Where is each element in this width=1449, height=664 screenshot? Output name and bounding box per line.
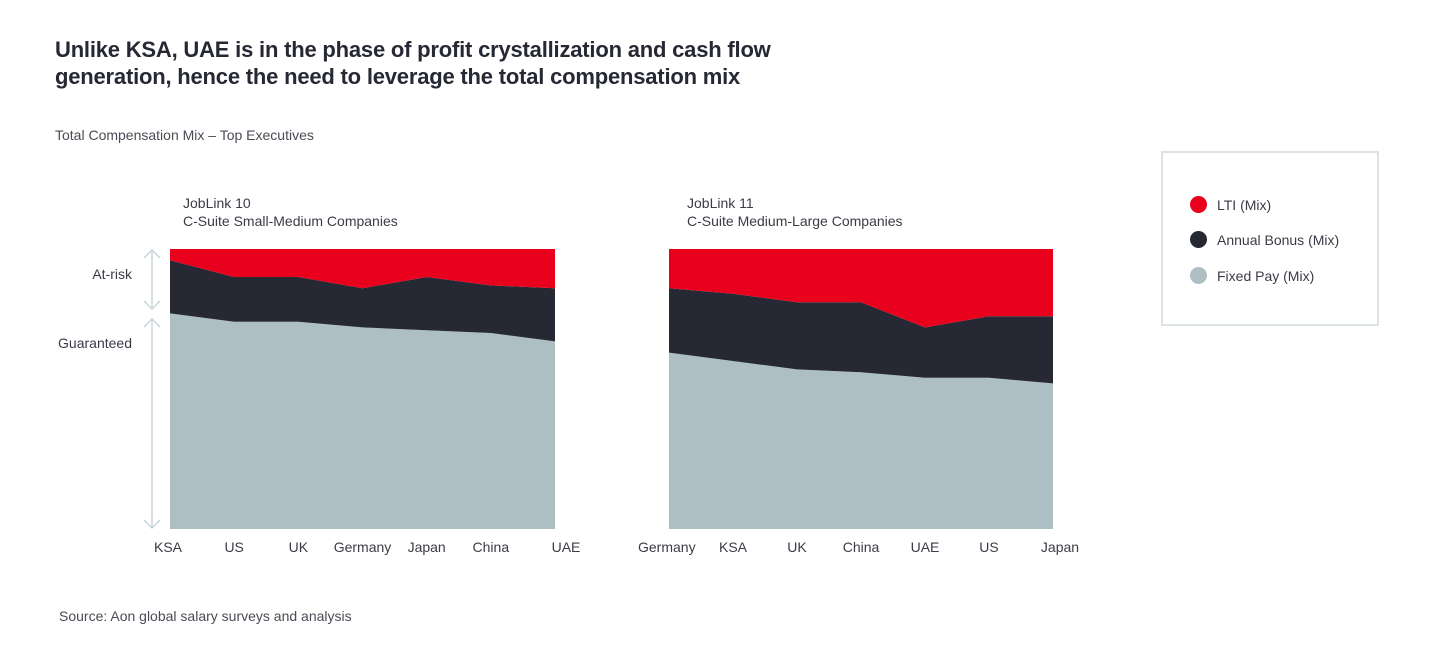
chart-joblink-10-subtitle: C-Suite Small-Medium Companies	[183, 213, 398, 229]
guaranteed-arrow	[143, 317, 161, 530]
risk-bracket	[143, 248, 161, 530]
legend-swatch-annual-bonus	[1190, 231, 1207, 248]
legend-item-fixed-pay: Fixed Pay (Mix)	[1190, 267, 1314, 284]
guaranteed-label: Guaranteed	[58, 335, 132, 351]
x-tick-label: KSA	[154, 539, 183, 555]
x-tick-label: UAE	[911, 539, 940, 555]
area-lti-chart-2	[669, 249, 1053, 328]
chart-subtitle: Total Compensation Mix – Top Executives	[55, 127, 314, 143]
area-fixed-pay-chart-2	[669, 352, 1053, 529]
x-tick-label: UK	[289, 539, 309, 555]
x-tick-label: US	[979, 539, 998, 555]
chart-joblink-11-title: JobLink 11	[687, 195, 754, 211]
x-tick-label: Germany	[638, 539, 696, 555]
x-tick-label: US	[224, 539, 243, 555]
chart-joblink-10: JobLink 10 C-Suite Small-Medium Companie…	[154, 195, 580, 555]
chart-joblink-11-subtitle: C-Suite Medium-Large Companies	[687, 213, 903, 229]
area-lti-chart-1	[170, 249, 555, 289]
area-annual-bonus-chart-2	[669, 288, 1053, 384]
chart-joblink-10-title: JobLink 10	[183, 195, 251, 211]
legend-label-lti: LTI (Mix)	[1217, 196, 1272, 213]
x-tick-label: UK	[787, 539, 807, 555]
x-tick-label: Japan	[1041, 539, 1079, 555]
legend-label-fixed-pay: Fixed Pay (Mix)	[1217, 267, 1315, 284]
legend: LTI (Mix) Annual Bonus (Mix) Fixed Pay (…	[1161, 151, 1379, 326]
legend-item-annual-bonus: Annual Bonus (Mix)	[1190, 231, 1339, 248]
at-risk-label: At-risk	[92, 266, 133, 282]
legend-swatch-lti	[1190, 196, 1207, 213]
source-note: Source: Aon global salary surveys and an…	[59, 608, 352, 624]
legend-label-annual-bonus: Annual Bonus (Mix)	[1217, 231, 1340, 248]
legend-item-lti: LTI (Mix)	[1190, 196, 1271, 213]
legend-swatch-fixed-pay	[1190, 267, 1207, 284]
area-annual-bonus-chart-1	[170, 260, 555, 342]
headline: Unlike KSA, UAE is in the phase of profi…	[55, 37, 771, 89]
area-fixed-pay-chart-1	[170, 313, 555, 529]
x-tick-label: UAE	[552, 539, 581, 555]
at-risk-arrow	[143, 248, 161, 311]
x-tick-label: China	[473, 539, 510, 555]
x-tick-label: Germany	[334, 539, 392, 555]
x-tick-label: KSA	[719, 539, 748, 555]
chart-joblink-11: JobLink 11 C-Suite Medium-Large Companie…	[638, 195, 1079, 555]
x-tick-label: Japan	[408, 539, 446, 555]
x-tick-label: China	[843, 539, 880, 555]
